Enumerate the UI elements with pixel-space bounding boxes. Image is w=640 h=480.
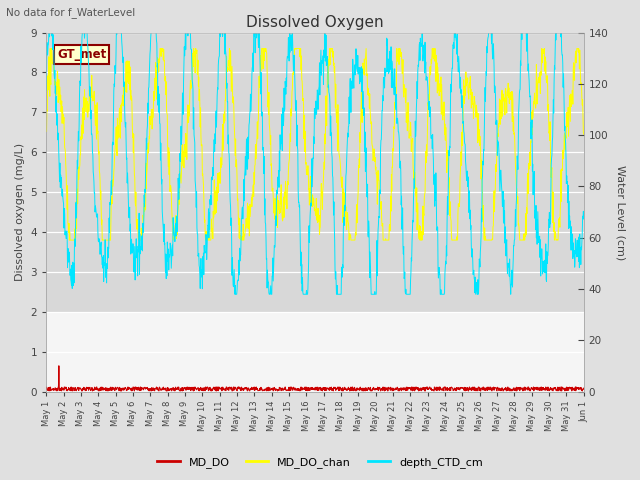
depth_CTD_cm	[140, 228, 147, 233]
depth_CTD_cm	[42, 87, 50, 93]
Title: Dissolved Oxygen: Dissolved Oxygen	[246, 15, 384, 30]
depth_CTD_cm	[149, 30, 157, 36]
Text: GT_met: GT_met	[57, 48, 106, 60]
depth_CTD_cm	[231, 291, 239, 297]
MD_DO_chan	[450, 237, 458, 243]
depth_CTD_cm	[198, 272, 205, 278]
depth_CTD_cm	[45, 30, 53, 36]
MD_DO_chan	[509, 128, 517, 134]
MD_DO_chan	[140, 217, 147, 223]
MD_DO	[339, 388, 347, 394]
MD_DO_chan	[46, 46, 54, 51]
MD_DO	[580, 385, 588, 391]
MD_DO_chan	[150, 97, 157, 103]
MD_DO	[198, 387, 205, 393]
Line: MD_DO_chan: MD_DO_chan	[46, 48, 584, 240]
depth_CTD_cm	[450, 39, 458, 45]
MD_DO	[140, 386, 147, 392]
MD_DO_chan	[42, 124, 50, 130]
Y-axis label: Dissolved oxygen (mg/L): Dissolved oxygen (mg/L)	[15, 143, 25, 281]
Text: No data for f_WaterLevel: No data for f_WaterLevel	[6, 7, 136, 18]
MD_DO_chan	[580, 132, 588, 137]
MD_DO	[42, 386, 50, 392]
depth_CTD_cm	[580, 216, 588, 222]
MD_DO	[509, 386, 517, 392]
MD_DO_chan	[247, 202, 255, 208]
Line: MD_DO: MD_DO	[46, 366, 584, 391]
Bar	[46, 33, 584, 312]
Legend: MD_DO, MD_DO_chan, depth_CTD_cm: MD_DO, MD_DO_chan, depth_CTD_cm	[153, 452, 487, 472]
depth_CTD_cm	[509, 257, 517, 263]
MD_DO	[246, 386, 254, 392]
MD_DO	[450, 386, 458, 392]
Line: depth_CTD_cm: depth_CTD_cm	[46, 33, 584, 294]
depth_CTD_cm	[247, 108, 255, 114]
MD_DO_chan	[65, 237, 73, 243]
MD_DO	[149, 385, 157, 391]
MD_DO	[55, 363, 63, 369]
Y-axis label: Water Level (cm): Water Level (cm)	[615, 165, 625, 260]
MD_DO_chan	[198, 142, 206, 147]
